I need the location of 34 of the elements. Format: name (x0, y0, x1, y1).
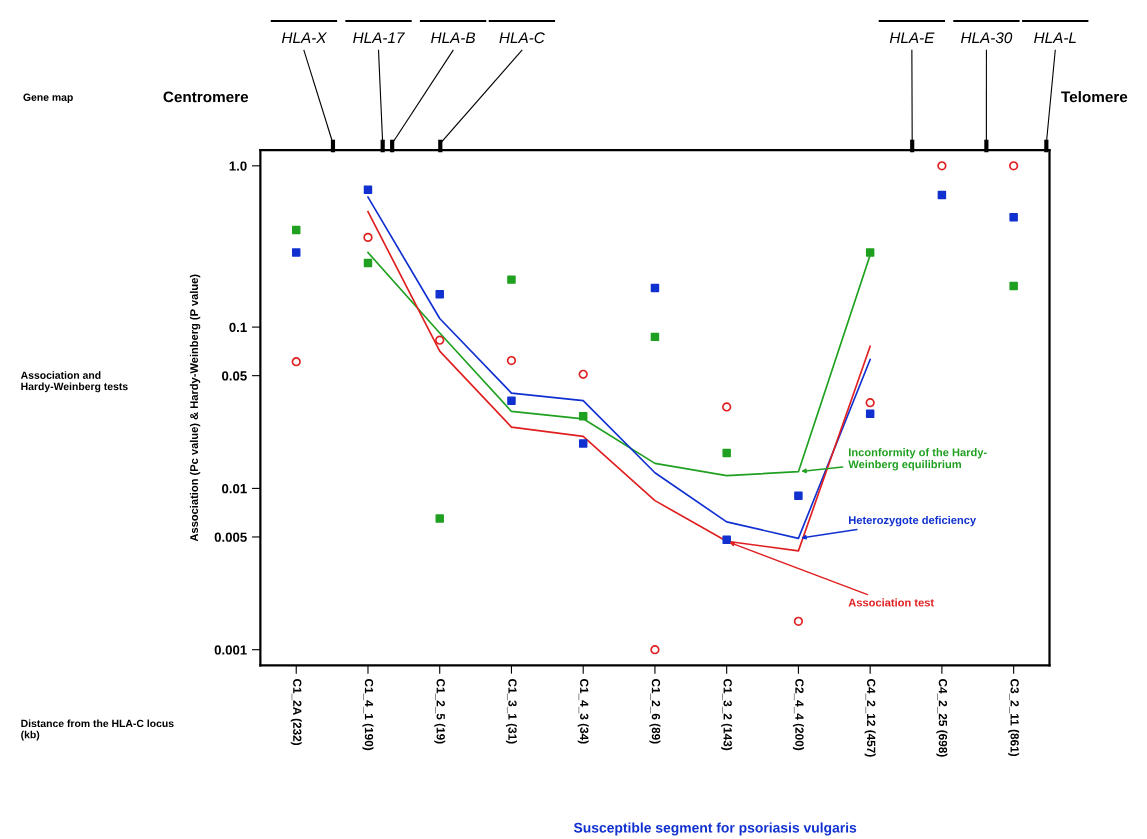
text: Association and Hardy-Weinberg tests (20, 371, 128, 393)
y-tick-label: 1.0 (229, 161, 247, 171)
text: HLA-30 (960, 32, 1013, 44)
x-tick-label: C1_3_1 (31) (505, 679, 517, 744)
text: HLA-17 (353, 32, 405, 43)
text: HLA-X (281, 32, 327, 43)
text: Distance from the HLA-C locus (kb) (21, 719, 174, 741)
y-tick-label: 0.1 (229, 322, 247, 333)
annotation: Heterozygote deficiency (849, 515, 977, 527)
x-tick-label: C2_4_4 (200) (792, 679, 804, 751)
y-tick-label: 0.001 (214, 645, 247, 655)
y-tick-label: 0.01 (222, 483, 247, 494)
x-tick-label: C1_2A (232) (290, 679, 302, 746)
x-tick-label: C1_2_5 (19) (434, 679, 446, 744)
text: Susceptible segment for psoriasis vulgaris (573, 822, 857, 836)
y-tick-label: 0.005 (214, 532, 247, 542)
y-tick-label: 0.05 (222, 371, 247, 381)
x-tick-label: C1_2_6 (89) (649, 679, 661, 744)
text: Centromere (163, 91, 249, 103)
annotation: Association test (848, 598, 934, 607)
text: HLA-E (889, 32, 935, 43)
y-axis-title: Association (Pc value) & Hardy-Weinberg (P value) (189, 274, 201, 542)
x-tick-label: C1_3_2 (143) (721, 679, 733, 751)
x-tick-label: C4_2_12 (457) (864, 679, 876, 757)
text: Telomere (1061, 91, 1128, 103)
text: HLA-B (431, 32, 476, 43)
x-tick-label: C1_4_1 (190) (362, 679, 374, 751)
text: Gene map (23, 93, 73, 104)
x-tick-label: C3_2_11 (861) (1008, 679, 1020, 757)
x-tick-label: C4_2_25 (698) (936, 679, 948, 757)
text: HLA-C (499, 32, 545, 44)
text: HLA-L (1034, 32, 1076, 43)
annotation: Inconformity of the Hardy-Weinberg equilibrium (848, 448, 987, 471)
x-tick-label: C1_4_3 (34) (577, 679, 589, 744)
